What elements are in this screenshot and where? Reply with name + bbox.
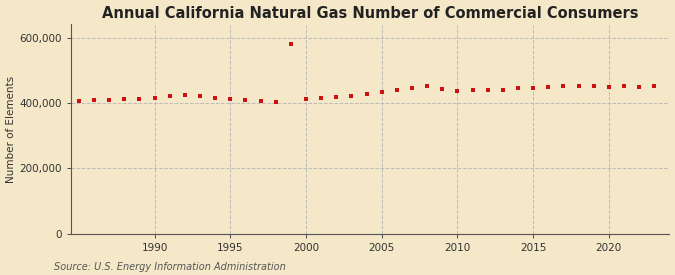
- Y-axis label: Number of Elements: Number of Elements: [5, 76, 16, 183]
- Title: Annual California Natural Gas Number of Commercial Consumers: Annual California Natural Gas Number of …: [102, 6, 639, 21]
- Text: Source: U.S. Energy Information Administration: Source: U.S. Energy Information Administ…: [54, 262, 286, 272]
